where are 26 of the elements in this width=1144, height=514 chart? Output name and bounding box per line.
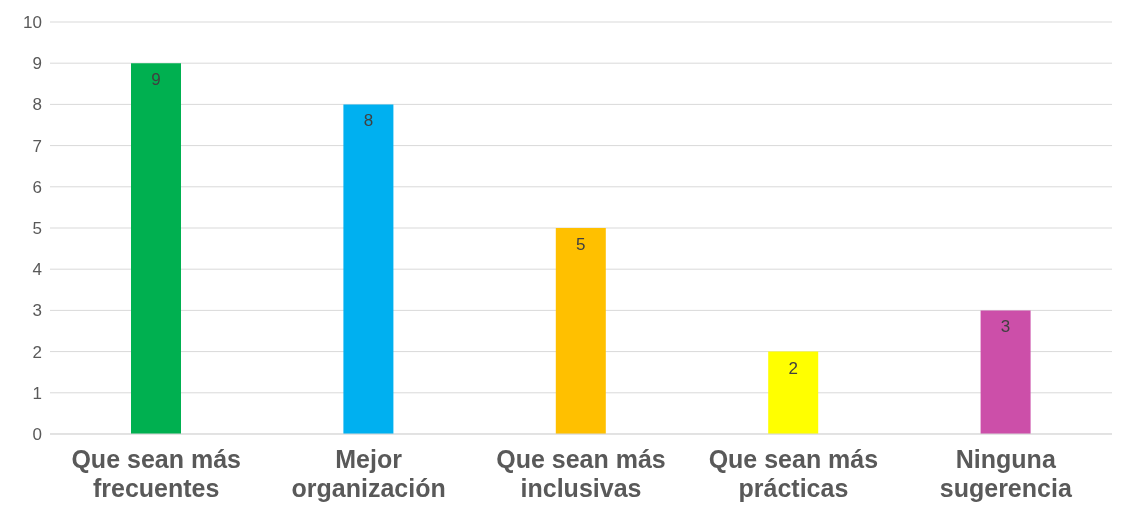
y-tick-label: 9 <box>32 54 42 74</box>
x-tick-label: Ninguna sugerencia <box>939 445 1073 502</box>
y-tick-label: 2 <box>32 342 42 362</box>
x-tick-label: Que sean más inclusivas <box>496 445 666 502</box>
bar <box>131 63 181 434</box>
bar <box>768 351 819 434</box>
y-tick-label: 1 <box>32 383 42 403</box>
bar <box>343 104 394 434</box>
data-label: 3 <box>1000 317 1011 337</box>
y-tick-label: 0 <box>32 425 42 445</box>
data-label: 9 <box>151 70 161 90</box>
x-tick-label: Mejor organización <box>291 445 446 502</box>
y-tick-label: 3 <box>32 301 42 321</box>
y-tick-label: 4 <box>32 260 42 280</box>
bar <box>980 310 1031 434</box>
y-tick-label: 8 <box>32 95 42 115</box>
y-tick-label: 7 <box>32 136 42 156</box>
data-label: 5 <box>576 235 586 255</box>
x-tick-label: Que sean más prácticas <box>708 445 879 502</box>
x-tick-label: Que sean más frecuentes <box>71 445 241 502</box>
data-label: 2 <box>788 358 798 378</box>
bar <box>555 228 606 434</box>
y-tick-label: 10 <box>23 13 42 33</box>
data-label: 8 <box>363 111 374 131</box>
y-tick-label: 5 <box>32 219 42 239</box>
y-tick-label: 6 <box>32 177 42 197</box>
